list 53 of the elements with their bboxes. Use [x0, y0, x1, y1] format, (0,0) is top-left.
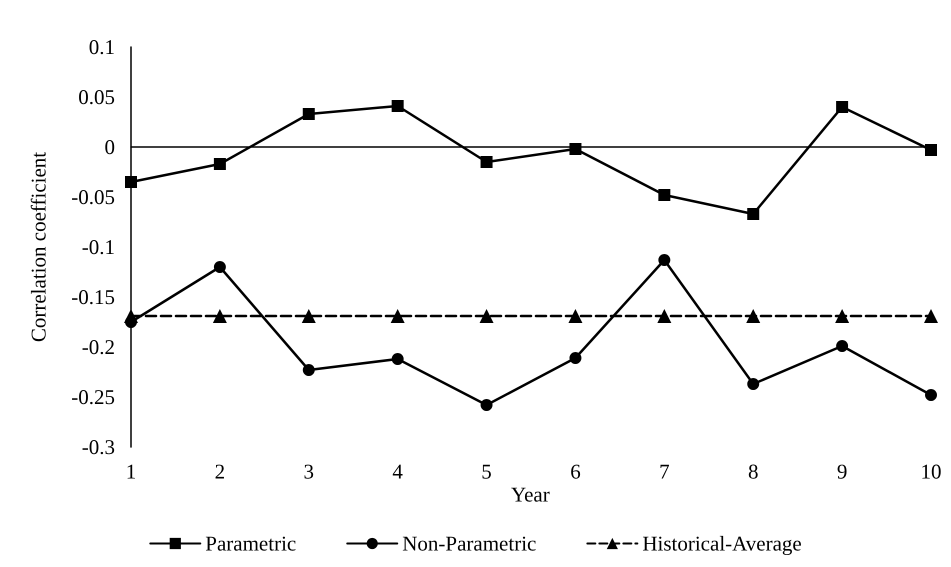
point — [746, 309, 760, 323]
x-tick-label: 7 — [659, 460, 670, 484]
x-tick-label: 1 — [126, 460, 136, 484]
legend-label: Non-Parametric — [402, 532, 536, 556]
x-tick-label: 6 — [570, 460, 581, 484]
point — [214, 158, 226, 170]
point — [392, 100, 404, 112]
x-tick-label: 8 — [748, 460, 758, 484]
y-tick-label: 0.1 — [88, 35, 115, 59]
x-tick-label: 5 — [481, 460, 492, 484]
point — [924, 309, 938, 323]
x-tick-label: 9 — [836, 460, 848, 484]
y-tick-label: 0.05 — [78, 85, 115, 109]
y-tick-label: 0 — [104, 135, 115, 159]
y-tick-label: -0.05 — [71, 185, 115, 209]
point — [214, 261, 226, 273]
point — [925, 389, 937, 401]
point — [569, 143, 582, 155]
y-tick-label: -0.25 — [71, 385, 115, 409]
legend-label: Parametric — [205, 532, 296, 556]
point — [836, 340, 848, 352]
y-tick-label: -0.1 — [82, 235, 115, 259]
point — [657, 309, 672, 323]
x-tick-label: 4 — [392, 460, 404, 484]
point — [925, 144, 937, 156]
point — [302, 108, 315, 120]
x-tick-label: 3 — [304, 460, 314, 484]
point — [747, 208, 760, 220]
point — [302, 364, 315, 376]
x-axis-title: Year — [511, 482, 550, 506]
point — [392, 353, 404, 365]
point — [212, 309, 227, 323]
point — [480, 309, 494, 323]
legend-label: Historical-Average — [642, 532, 802, 556]
point — [125, 176, 137, 188]
point — [302, 309, 316, 323]
point — [835, 309, 850, 323]
point — [568, 309, 582, 323]
point — [125, 316, 137, 328]
y-tick-label: -0.3 — [82, 435, 115, 459]
point — [569, 352, 582, 364]
point — [658, 189, 670, 201]
y-tick-label: -0.2 — [82, 335, 115, 359]
point — [480, 156, 493, 168]
point — [658, 254, 670, 266]
y-tick-label: -0.15 — [71, 285, 115, 309]
y-axis-title: Correlation coefficient — [26, 152, 50, 342]
point — [836, 101, 848, 113]
point — [390, 309, 405, 323]
x-tick-label: 2 — [214, 460, 226, 484]
point — [747, 378, 760, 390]
point — [480, 399, 493, 411]
x-tick-label: 10 — [920, 460, 942, 484]
